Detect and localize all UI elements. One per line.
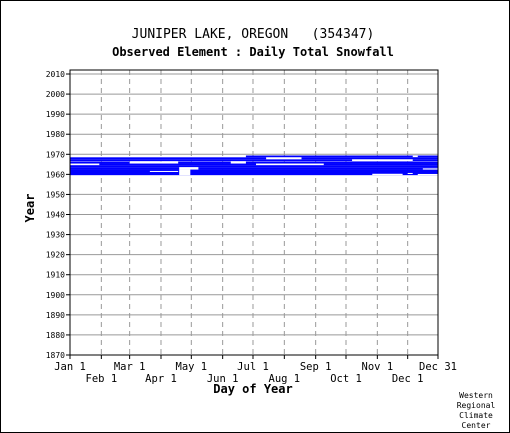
y-tick-label: 1990 [46, 110, 65, 119]
x-tick-label: Apr 1 [145, 373, 177, 385]
observed-period-bar [70, 165, 438, 168]
x-tick-label: Nov 1 [362, 361, 394, 373]
y-tick-label: 1930 [46, 231, 65, 240]
data-gap [417, 173, 438, 176]
y-tick-label: 1940 [46, 211, 65, 220]
plot-area [69, 69, 439, 356]
data-gap [407, 172, 413, 174]
data-gap [230, 161, 246, 164]
x-tick-label: Dec 1 [392, 373, 424, 385]
x-tick-label: Aug 1 [269, 373, 301, 385]
y-tick-label: 1900 [46, 291, 65, 300]
credit-line: Regional [457, 401, 496, 410]
y-tick-label: 1880 [46, 331, 65, 340]
y-tick-label: 1980 [46, 130, 65, 139]
data-gap [412, 155, 418, 158]
data-gap [266, 157, 302, 160]
credit-line: Western [459, 391, 493, 400]
data-gaps [70, 155, 438, 176]
data-gap [422, 168, 438, 170]
x-axis-label: Day of Year [213, 382, 292, 396]
data-gap [372, 173, 403, 176]
credit-line: Climate [459, 411, 493, 420]
observed-period-bar [245, 155, 438, 158]
data-gap [179, 169, 191, 176]
observed-period-bar [70, 159, 438, 162]
observed-period-bar [70, 167, 438, 170]
x-tick-label: Feb 1 [86, 373, 118, 385]
y-tick-label: 2010 [46, 70, 65, 79]
y-tick-label: 1950 [46, 190, 65, 199]
data-gap [70, 163, 100, 166]
x-tick-label: Dec 31 [419, 361, 457, 373]
observed-period-bar [70, 161, 438, 164]
chart-title: JUNIPER LAKE, OREGON (354347) [132, 27, 375, 42]
y-tick-label: 2000 [46, 90, 65, 99]
y-tick-label: 1890 [46, 311, 65, 320]
x-tick-label: Mar 1 [114, 361, 146, 373]
x-axis: Jan 1 Mar 1 May 1 Jul 1 Sep 1 Nov 1 Dec 31 Feb … [54, 355, 457, 385]
y-tick-label: 1920 [46, 251, 65, 260]
grid [70, 70, 438, 356]
x-tick-label: Jan 1 [54, 361, 86, 373]
x-tick-label: Jul 1 [237, 361, 269, 373]
data-gap [149, 170, 179, 172]
y-tick-label: 1970 [46, 150, 65, 159]
y-tick-label: 1910 [46, 271, 65, 280]
x-tick-label: Sep 1 [300, 361, 332, 373]
data-gap [129, 161, 179, 164]
credit-line: Center [462, 421, 491, 430]
data-gap [352, 159, 413, 162]
x-tick-label: Jun 1 [207, 373, 239, 385]
y-axis: 1870 1880 1890 1900 1910 1920 1930 1940 1950 1960… [46, 70, 70, 360]
observed-period-bar [70, 157, 438, 160]
y-tick-label: 1870 [46, 351, 65, 360]
data-gap [256, 163, 324, 166]
x-tick-label: Oct 1 [330, 373, 362, 385]
x-tick-label: May 1 [176, 361, 208, 373]
credit-block: Western Regional Climate Center [457, 391, 496, 430]
observed-period-bar [70, 169, 438, 176]
observed-period-bar [70, 163, 438, 166]
observed-periods [70, 155, 438, 176]
y-tick-label: 1960 [46, 170, 65, 179]
y-axis-label: Year [23, 194, 37, 223]
chart-subtitle: Observed Element : Daily Total Snowfall [112, 45, 394, 59]
data-gap [179, 167, 199, 170]
